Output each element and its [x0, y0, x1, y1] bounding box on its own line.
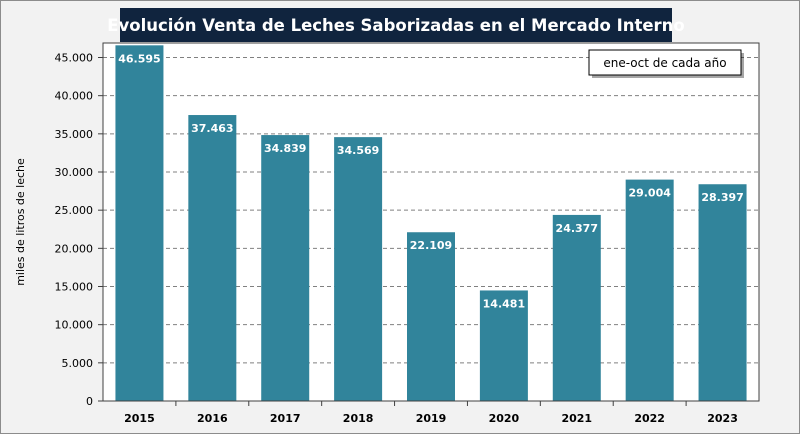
annotation-text: ene-oct de cada año — [603, 56, 726, 70]
data-label-2016: 37.463 — [191, 122, 233, 135]
bar-2018 — [334, 137, 383, 401]
x-tick-label: 2022 — [634, 412, 665, 425]
annotation-box — [588, 49, 742, 76]
x-tick-label: 2021 — [561, 412, 592, 425]
data-label-2018: 34.569 — [337, 144, 379, 157]
y-tick-label: 5.000 — [62, 357, 94, 370]
x-tick-label: 2016 — [197, 412, 228, 425]
x-tick-label: 2019 — [416, 412, 447, 425]
x-tick-label: 2015 — [124, 412, 155, 425]
chart-title: Evolución Venta de Leches Saborizadas en… — [107, 16, 685, 35]
y-tick-label: 40.000 — [55, 90, 94, 103]
bar-2017 — [261, 135, 310, 402]
x-tick-label: 2020 — [489, 412, 520, 425]
bar-2023 — [698, 184, 747, 401]
data-label-2023: 28.397 — [701, 191, 743, 204]
y-tick-label: 30.000 — [55, 166, 94, 179]
bar-2022 — [625, 179, 674, 401]
bar-2019 — [407, 232, 455, 401]
y-tick-label: 15.000 — [55, 281, 94, 294]
bar-2020 — [479, 290, 528, 401]
y-tick-label: 35.000 — [55, 128, 94, 141]
bar-2015 — [115, 45, 164, 401]
y-tick-label: 0 — [86, 395, 93, 408]
data-label-2019: 22.109 — [410, 239, 452, 252]
y-tick-label: 45.000 — [55, 52, 94, 65]
data-label-2015: 46.595 — [118, 52, 160, 65]
title-background — [120, 8, 672, 42]
y-axis-label: miles de litros de leche — [14, 158, 27, 286]
y-tick-label: 25.000 — [55, 204, 94, 217]
data-label-2020: 14.481 — [483, 297, 525, 310]
bar-2021 — [552, 214, 601, 401]
y-tick-label: 20.000 — [55, 242, 94, 255]
x-tick-label: 2018 — [343, 412, 374, 425]
data-label-2021: 24.377 — [556, 222, 598, 235]
y-tick-label: 10.000 — [55, 319, 94, 332]
bar-2016 — [188, 115, 237, 401]
x-tick-label: 2023 — [707, 412, 738, 425]
data-label-2022: 29.004 — [628, 187, 671, 200]
data-label-2017: 34.839 — [264, 142, 306, 155]
x-tick-label: 2017 — [270, 412, 301, 425]
